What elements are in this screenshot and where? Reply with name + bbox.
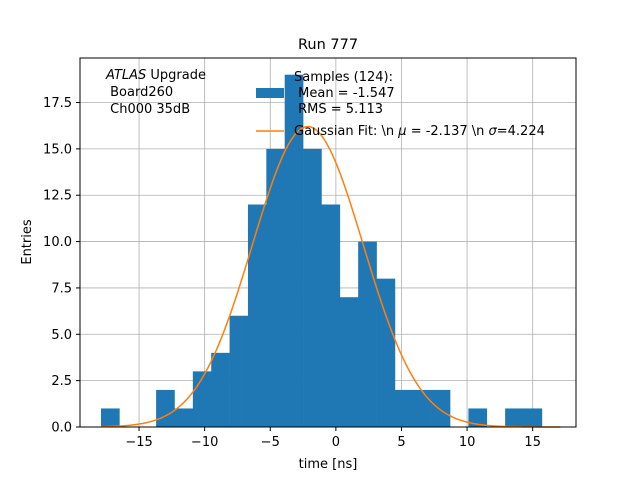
x-axis-label: time [ns] (299, 457, 358, 472)
histogram-bar (229, 315, 249, 427)
legend-fit-part: σ (489, 124, 498, 139)
y-tick-label: 15.0 (43, 142, 72, 157)
histogram-bar (413, 389, 432, 427)
histogram-bar (247, 204, 267, 427)
histogram-bar (211, 352, 230, 427)
legend-fit-part: = -2.137 \n (407, 124, 489, 139)
histogram-bar (156, 389, 175, 427)
legend-swatch-histogram (256, 88, 284, 98)
x-tick-label: 15 (524, 435, 541, 450)
y-tick-label: 12.5 (43, 189, 72, 204)
histogram-bar (339, 297, 359, 427)
annotation-upgrade: Upgrade (146, 68, 206, 83)
legend-fit-label: Gaussian Fit: \n μ = -2.137 \n σ=4.224 (294, 124, 545, 139)
y-tick-label: 2.5 (51, 374, 72, 389)
legend-histogram-line-2: Mean = -1.547 (294, 86, 395, 101)
histogram-bars (100, 74, 543, 427)
histogram-bar (394, 389, 414, 427)
histogram-bar (192, 371, 212, 427)
annotation-line-2: Board260 (106, 85, 173, 100)
x-tick-label: −15 (125, 435, 152, 450)
annotation-line-1: ATLAS Upgrade (105, 68, 206, 83)
chart-title: Run 777 (298, 37, 358, 53)
histogram-bar (174, 408, 194, 427)
fit-curve-group (100, 125, 561, 428)
legend-histogram-line-3: RMS = 5.113 (294, 102, 383, 117)
x-tick-label: −10 (191, 435, 218, 450)
y-tick-label: 0.0 (51, 421, 72, 436)
histogram-bar (100, 408, 120, 427)
y-axis-label: Entries (20, 219, 35, 265)
y-tick-label: 10.0 (43, 235, 72, 250)
histogram-bar (376, 278, 396, 427)
histogram-bar (321, 204, 341, 427)
gaussian-fit-line (100, 125, 561, 428)
histogram-bar (431, 389, 451, 427)
histogram-bar (523, 408, 543, 427)
histogram-bar (303, 148, 322, 427)
annotation-line-3: Ch000 35dB (106, 102, 190, 117)
annotation: ATLAS Upgrade Board260 Ch000 35dB (105, 68, 206, 117)
annotation-experiment: ATLAS (105, 68, 146, 83)
x-tick-label: −5 (261, 435, 280, 450)
x-tick-label: 5 (397, 435, 405, 450)
legend-fit-part: μ (397, 124, 406, 139)
histogram-bar (266, 148, 285, 427)
x-tick-label: 0 (332, 435, 340, 450)
y-tick-label: 7.5 (51, 281, 72, 296)
plot-frame (79, 57, 577, 428)
histogram-bar (284, 74, 304, 427)
legend: Samples (124): Mean = -1.547 RMS = 5.113… (256, 70, 545, 139)
y-tick-label: 5.0 (51, 328, 72, 343)
y-tick-label: 17.5 (43, 96, 72, 111)
histogram-bar (358, 241, 377, 427)
axis-ticks: −15 −10 −5 0 5 10 15 0.0 2.5 5.0 7.5 10.0 12.5 15.0 17… (43, 96, 541, 450)
legend-histogram-line-1: Samples (124): (294, 70, 393, 85)
x-tick-label: 10 (459, 435, 476, 450)
legend-fit-part: Gaussian Fit: \n (294, 124, 398, 139)
histogram-bar (505, 408, 524, 427)
histogram-bar (468, 408, 488, 427)
legend-fit-part: =4.224 (497, 124, 545, 139)
